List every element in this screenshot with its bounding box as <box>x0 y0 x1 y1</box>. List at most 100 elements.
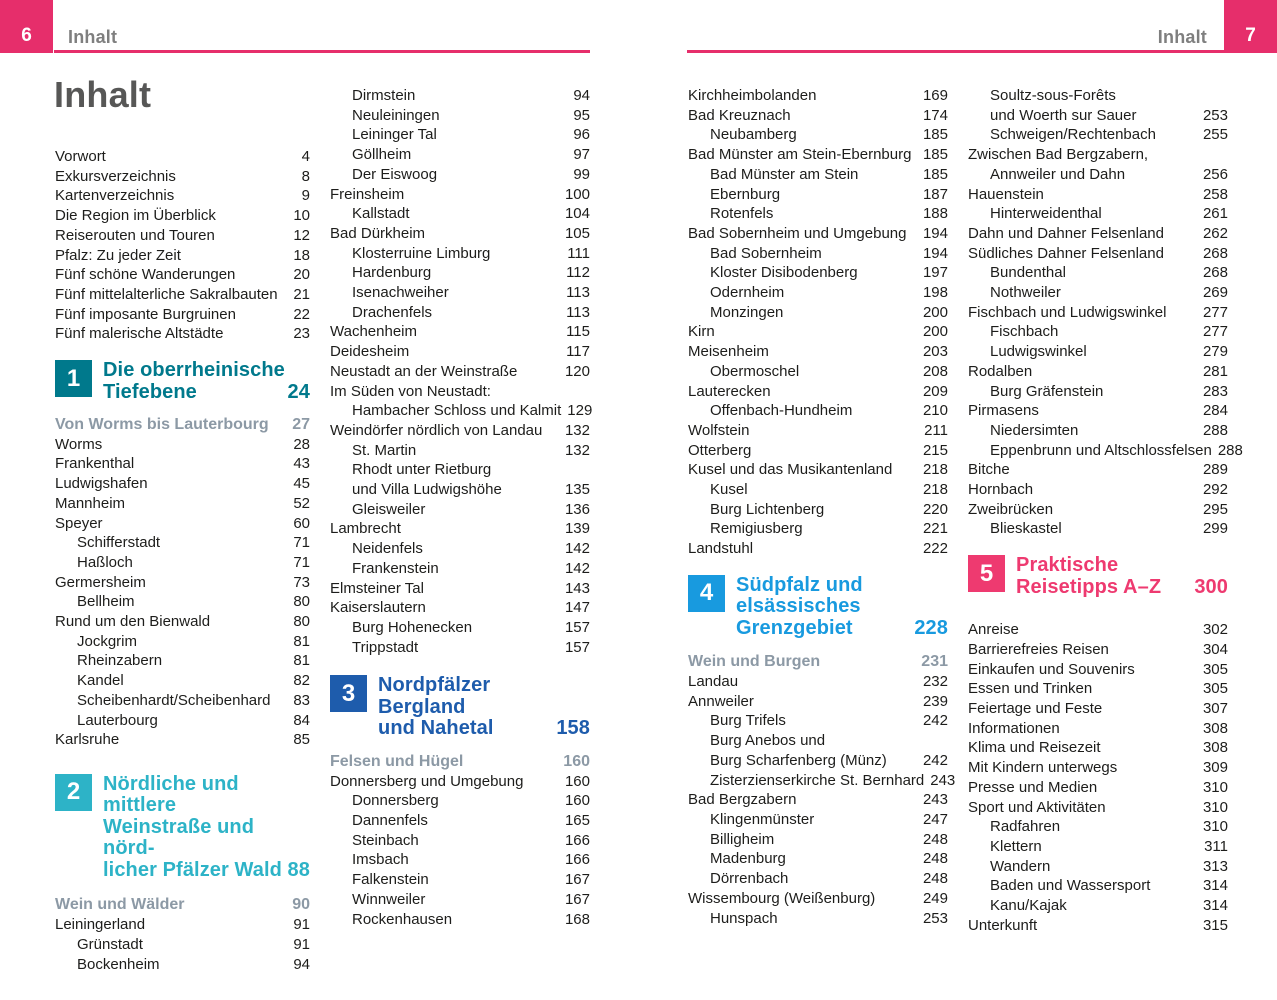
toc-entry-label: Odernheim <box>710 284 785 302</box>
toc-entry: Unterkunft 315 <box>968 916 1228 936</box>
toc-entry: Trippstadt 157 <box>330 638 590 658</box>
toc-entry: Baden und Wassersport 314 <box>968 876 1228 896</box>
toc-entry: Dirmstein 94 <box>330 86 590 106</box>
section-page: 300 <box>1194 575 1228 598</box>
toc-entry-label: Niedersimten <box>990 421 1079 439</box>
toc-entry-label: Kirchheimbolanden <box>688 87 817 104</box>
toc-entry: Grünstadt 91 <box>55 935 310 955</box>
toc-entry: Klima und Reisezeit 308 <box>968 738 1228 758</box>
toc-entry-page: 9 <box>301 187 310 205</box>
toc-entry-page: 105 <box>564 224 590 242</box>
toc-entry-page: 253 <box>1202 106 1228 124</box>
toc-entry-page: 83 <box>293 691 310 709</box>
toc-entry-label: Drachenfels <box>352 303 433 321</box>
toc-entry: Meisenheim 203 <box>688 342 948 362</box>
toc-entry: Burg Scharfenberg (Münz) 242 <box>688 751 948 771</box>
toc-entry-label: Bad Dürkheim <box>330 224 426 242</box>
toc-entry-label: Offenbach-Hundheim <box>710 402 853 420</box>
toc-entry-label: Neidenfels <box>352 540 423 558</box>
toc-entry: Die Region im Überblick 10 <box>55 206 310 226</box>
toc-entry-label: Göllheim <box>352 146 412 164</box>
section-page: 24 <box>287 380 310 403</box>
section-title-line: Grenzgebiet <box>736 616 853 639</box>
toc-entry-page: 115 <box>566 323 590 341</box>
toc-entry: Ebernburg 187 <box>688 185 948 205</box>
toc-entry: Ludwigshafen 45 <box>55 474 310 494</box>
toc-entry-page: 142 <box>564 540 590 558</box>
toc-entry-page: 248 <box>922 870 948 888</box>
toc-entry: Hornbach 292 <box>968 480 1228 500</box>
toc-entry-label: Fünf mittelalterliche Sakralbauten <box>55 285 278 303</box>
toc-entry-label: Wandern <box>990 857 1051 875</box>
toc-entry-label: Wissembourg (Weißenburg) <box>688 889 876 907</box>
toc-entry-page: 132 <box>564 421 590 439</box>
toc-entry-label: Leininger Tal <box>352 126 437 144</box>
toc-entry: Einkaufen und Souvenirs 305 <box>968 660 1228 680</box>
toc-entry: Annweiler 239 <box>688 692 948 712</box>
toc-entry-page: 304 <box>1202 640 1228 658</box>
toc-entry-label: Barrierefreies Reisen <box>968 640 1109 658</box>
toc-entry: Rund um den Bienwald 80 <box>55 612 310 632</box>
toc-entry-label: Bad Bergzabern <box>688 791 797 809</box>
toc-entry-page: 136 <box>564 500 590 518</box>
toc-entry: Niedersimten 288 <box>968 421 1228 441</box>
toc-entry: Hauenstein 258 <box>968 185 1228 205</box>
toc-entry-page: 132 <box>564 441 590 459</box>
toc-entry-label: Pfalz: Zu jeder Zeit <box>55 246 181 264</box>
toc-entry-page: 283 <box>1202 382 1228 400</box>
toc-entry-page: 258 <box>1202 185 1228 203</box>
toc-entry-label: Ludwigswinkel <box>990 343 1087 361</box>
toc-entry: Worms 28 <box>55 435 310 455</box>
toc-entry-label: Dahn und Dahner Felsenland <box>968 224 1164 242</box>
toc-entry-page: 135 <box>564 481 590 499</box>
toc-entry-page: 95 <box>573 106 590 124</box>
toc-entry-label: Hinterweidenthal <box>990 205 1102 223</box>
toc-entry: Eppenbrunn und Altschlossfelsen 288 <box>968 441 1243 461</box>
toc-entry-label: Kloster Disibodenberg <box>710 264 858 282</box>
toc-entry-label: Madenburg <box>710 850 786 868</box>
toc-entry-page: 198 <box>922 284 948 302</box>
toc-entry-label: Feiertage und Feste <box>968 699 1103 717</box>
page-number-right: 7 <box>1245 25 1256 46</box>
toc-entry-page: 220 <box>922 500 948 518</box>
toc-column-1: Vorwort 4 Exkursverzeichnis 8 Kartenverzeich… <box>55 147 310 974</box>
toc-entry: Wachenheim 115 <box>330 322 590 342</box>
toc-entry: Kandel 82 <box>55 671 310 691</box>
toc-entry-page: 112 <box>566 264 590 282</box>
toc-entry-page: 22 <box>293 305 310 323</box>
toc-entry-label: Kandel <box>77 672 124 690</box>
toc-entry: Fünf schöne Wanderungen 20 <box>55 265 310 285</box>
toc-entry-page: 8 <box>301 167 310 185</box>
toc-entry-page: 117 <box>566 343 590 361</box>
spacer <box>968 539 1228 555</box>
toc-entry-label: Imsbach <box>352 851 409 869</box>
toc-entry: Bockenheim 94 <box>55 955 310 975</box>
toc-entry: Rhodt unter Rietburg <box>330 460 590 480</box>
page-number-left: 6 <box>21 25 32 46</box>
toc-entry-label: Fischbach und Ludwigswinkel <box>968 303 1167 321</box>
toc-entry-label: Bad Münster am Stein-Ebernburg <box>688 146 912 164</box>
toc-entry-page: 239 <box>922 692 948 710</box>
toc-entry-label: Annweiler und Dahn <box>990 165 1126 183</box>
toc-entry-label: Elmsteiner Tal <box>330 579 424 597</box>
toc-entry-page: 160 <box>564 792 590 810</box>
toc-entry-label: Nothweiler <box>990 284 1061 302</box>
toc-entry: Rodalben 281 <box>968 362 1228 382</box>
toc-entry-page: 194 <box>922 244 948 262</box>
toc-entry-label: Dirmstein <box>352 87 416 104</box>
toc-subheading: Von Worms bis Lauterbourg 27 <box>55 415 310 435</box>
toc-entry-label: Lambrecht <box>330 520 401 538</box>
toc-entry-label: Pirmasens <box>968 402 1039 420</box>
toc-entry-page: 10 <box>293 207 310 225</box>
toc-entry: Bad Bergzabern 243 <box>688 790 948 810</box>
section-title-line: Südpfalz und <box>736 573 863 596</box>
toc-entry: Landau 232 <box>688 672 948 692</box>
toc-entry-page: 91 <box>293 916 310 934</box>
toc-entry: Kaiserslautern 147 <box>330 598 590 618</box>
toc-entry-label: Fünf schöne Wanderungen <box>55 266 236 284</box>
toc-entry-page: 308 <box>1202 719 1228 737</box>
toc-entry-label: Reiserouten und Touren <box>55 226 215 244</box>
toc-entry: Wolfstein 211 <box>688 421 948 441</box>
toc-entry-label: Rockenhausen <box>352 910 453 928</box>
toc-entry-label: Kirn <box>688 323 715 341</box>
